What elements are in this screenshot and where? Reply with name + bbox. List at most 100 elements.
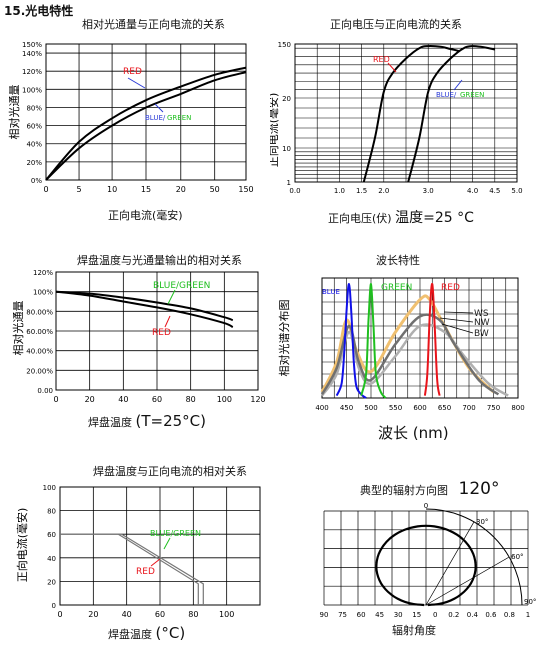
chart5-legend-bg: BLUE/GREEN bbox=[150, 529, 201, 538]
chart6-xtick-label: 0 bbox=[433, 611, 437, 619]
chart1-xtick-label: 15 bbox=[141, 185, 151, 194]
chart2-legend-red: RED bbox=[373, 55, 390, 64]
chart6-xtick-label: 0.4 bbox=[467, 611, 479, 619]
chart3-xtick-label: 40 bbox=[118, 395, 128, 404]
chart6-radiation-pattern bbox=[375, 524, 477, 607]
chart1-ytick-label: 40% bbox=[26, 141, 42, 149]
chart3-xtick-label: 0 bbox=[53, 395, 58, 404]
chart6-arc bbox=[425, 508, 523, 606]
chart3-ytick-label: 20.00% bbox=[26, 367, 53, 375]
chart6-xtick-label: 0.8 bbox=[504, 611, 515, 619]
chart1-legend-bg-leader bbox=[154, 103, 164, 113]
chart6-title: 典型的辐射方向图 120° bbox=[360, 479, 500, 499]
chart2-xtick-label: 3.0 bbox=[423, 187, 434, 195]
chart4-legend-ws-leader bbox=[443, 311, 474, 314]
chart4-xtick-label: 700 bbox=[462, 404, 475, 412]
chart1-xtick-label: 150 bbox=[238, 185, 253, 194]
chart3-xtick-label: 120 bbox=[250, 395, 265, 404]
chart3-series-blue-green bbox=[55, 290, 234, 322]
chart1-ytick-label: 150% bbox=[22, 41, 42, 49]
chart5-xtick-label: 60 bbox=[155, 610, 165, 619]
chart2-xlabel: 正向电压(伏) 温度=25 °C bbox=[328, 210, 474, 226]
chart3-plot-frame bbox=[55, 271, 259, 391]
chart4-legend-bw: BW bbox=[474, 329, 489, 339]
chart3-ytick-label: 80.00% bbox=[26, 308, 53, 316]
chart4-legend-ws: WS bbox=[474, 309, 489, 319]
chart6-xtick-label: 30 bbox=[394, 611, 403, 619]
chart1-series-blue-green bbox=[45, 71, 247, 181]
chart4-xtick-label: 600 bbox=[413, 404, 426, 412]
section-heading: 15.光电特性 bbox=[4, 4, 74, 18]
chart5-xlabel: 焊盘温度 (°C) bbox=[108, 624, 186, 642]
chart3-series-red bbox=[55, 290, 234, 329]
chart1-ytick-label: 100% bbox=[22, 86, 42, 94]
chart4-series-nw bbox=[320, 313, 500, 396]
chart4-series-red bbox=[423, 282, 441, 396]
chart1-xtick-label: 50 bbox=[210, 185, 220, 194]
chart6-angle-label: 0 bbox=[424, 502, 428, 510]
chart6-angle-label: 90° bbox=[524, 598, 536, 606]
chart1-xtick-label: 20 bbox=[176, 185, 186, 194]
chart5-ylabel: 正向电流(毫安) bbox=[15, 508, 29, 583]
chart6-xtick-label: 75 bbox=[338, 611, 347, 619]
chart2-ytick-label: 1 bbox=[287, 179, 291, 187]
chart5-ytick-label: 80 bbox=[47, 508, 56, 516]
chart3-legend-bg-leader bbox=[167, 289, 176, 305]
chart3-xlabel: 焊盘温度 (T=25°C) bbox=[88, 412, 206, 430]
chart6-xtick-label: 60 bbox=[357, 611, 366, 619]
chart1-legend-red: RED bbox=[123, 67, 142, 77]
chart4-legend-green: GREEN bbox=[381, 283, 412, 293]
chart6-angle-line bbox=[425, 556, 510, 606]
chart5-plot-frame bbox=[59, 486, 261, 606]
chart6-angle-label: 60° bbox=[511, 553, 523, 561]
chart4-svg: 400 450 500 550 600 650 700 750 800 BLUE GREEN RED W… bbox=[277, 277, 525, 412]
chart2-svg: 1 10 20 150 0.0 1.0 1.5 2.0 3.0 4.0 4.5 5.0 RED BLUE/… bbox=[270, 41, 523, 195]
chart5-legend-red-leader bbox=[150, 558, 161, 567]
chart1-ytick-label: 140% bbox=[22, 50, 42, 58]
chart4-xtick-label: 550 bbox=[389, 404, 402, 412]
chart5-xtick-label: 80 bbox=[188, 610, 198, 619]
chart6-xtick-label: 0.2 bbox=[448, 611, 459, 619]
chart6-xtick-label: 0.6 bbox=[485, 611, 497, 619]
chart1-plot-frame bbox=[45, 43, 247, 181]
chart3-legend-red-leader bbox=[164, 315, 171, 328]
chart5-ytick-label: 100 bbox=[43, 484, 56, 492]
chart4-legend-bw-leader bbox=[441, 323, 474, 334]
chart3-ylabel: 相对光通量 bbox=[11, 301, 25, 356]
chart1-ylabel: 相对光通量 bbox=[7, 85, 21, 140]
chart1-xtick-label: 5 bbox=[76, 185, 81, 194]
chart5-ytick-label: 20 bbox=[47, 578, 56, 586]
chart5-xtick-label: 0 bbox=[57, 610, 62, 619]
chart1-ytick-label: 60% bbox=[26, 123, 42, 131]
chart4-xlabel: 波长 (nm) bbox=[378, 424, 449, 442]
chart2-legend-bg-a: BLUE/ bbox=[436, 91, 457, 99]
chart4-xtick-label: 800 bbox=[511, 404, 524, 412]
chart6-xtick-label: 90 bbox=[320, 611, 329, 619]
chart5-ytick-label: 40 bbox=[47, 555, 56, 563]
chart5-legend-red: RED bbox=[136, 567, 155, 577]
chart1-svg: 0% 20% 40% 60% 80% 100% 120% 140%150% 0 5 10 15 20 50… bbox=[7, 41, 254, 194]
chart2-series-red bbox=[362, 45, 460, 183]
chart4-xtick-label: 450 bbox=[340, 404, 353, 412]
chart2-series-blue-green bbox=[407, 45, 495, 183]
chart4-xtick-label: 500 bbox=[364, 404, 377, 412]
chart4-series-blue bbox=[335, 282, 367, 399]
chart2-xtick-label: 1.0 bbox=[334, 187, 345, 195]
chart5-ytick-label: 60 bbox=[47, 531, 56, 539]
chart6-xlabel: 辐射角度 bbox=[392, 624, 436, 637]
chart4-plot-frame bbox=[321, 277, 519, 399]
chart1-legend-red-leader bbox=[127, 77, 146, 89]
chart2-xtick-label: 2.0 bbox=[378, 187, 389, 195]
chart3-svg: 0.00 20.00% 40.00% 60.00% 80.00% 100% 120% 0 20 4… bbox=[11, 269, 266, 404]
chart1-series-red bbox=[45, 66, 247, 181]
chart1-ytick-label: 0% bbox=[31, 177, 42, 185]
chart6-xtick-label: 45 bbox=[375, 611, 384, 619]
chart4-xtick-label: 400 bbox=[315, 404, 328, 412]
chart4-legend-red: RED bbox=[441, 283, 460, 293]
chart4-series-green bbox=[360, 282, 387, 399]
chart6-angle-line bbox=[425, 521, 475, 606]
chart5-xtick-label: 100 bbox=[219, 610, 234, 619]
chart2-ytick-label: 20 bbox=[282, 95, 291, 103]
chart5-svg: 0 20 40 60 80 100 0 20 40 60 80 100 BLUE/GREEN RED 正向电… bbox=[15, 484, 261, 619]
chart4-legend-nw: NW bbox=[474, 318, 490, 328]
